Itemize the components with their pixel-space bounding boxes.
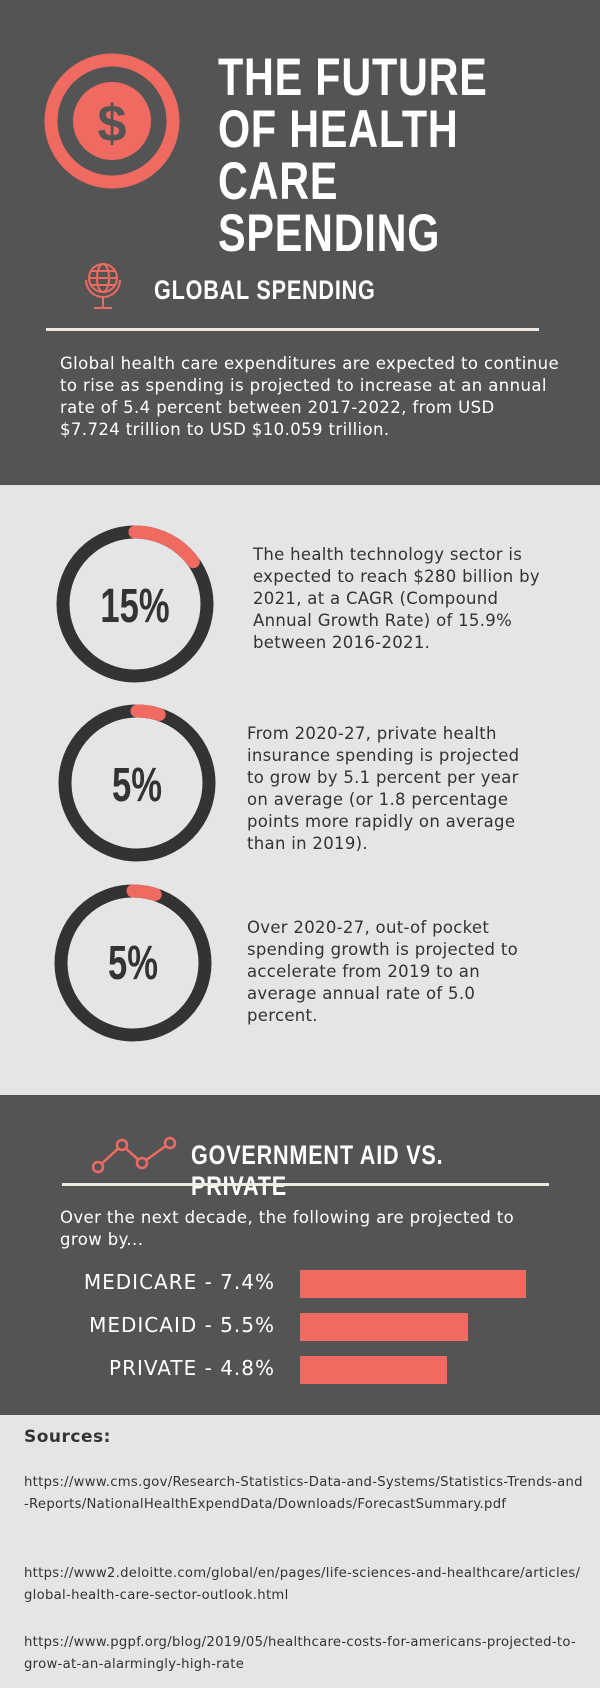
stat-text: Over 2020-27, out-of pocket spending gro…	[247, 918, 518, 1025]
sources-section: Sources: https://www.cms.gov/Research-St…	[0, 1415, 600, 1688]
page-title: THE FUTURE OF HEALTH CARE SPENDING	[218, 48, 488, 263]
bar-label-medicare: MEDICARE - 7.4%	[83, 1270, 275, 1294]
stat-value: 5%	[108, 937, 158, 990]
trend-line-icon	[92, 1136, 177, 1174]
stat-value: 15%	[100, 580, 170, 633]
stats-section: 15% The health technology sector is expe…	[0, 485, 600, 1095]
ring-progress	[54, 884, 212, 1042]
global-spending-text: Global health care expenditures are expe…	[60, 354, 560, 439]
source-link[interactable]: https://www2.deloitte.com/global/en/page…	[24, 1566, 581, 1603]
header-section: $ THE FUTURE OF HEALTH CARE SPENDING GLO…	[0, 0, 600, 485]
stats-rings	[54, 525, 216, 1042]
stat-text: From 2020-27, private health insurance s…	[247, 724, 520, 853]
source-link[interactable]: https://www.pgpf.org/blog/2019/05/health…	[24, 1635, 577, 1672]
stat-text: The health technology sector is expected…	[253, 545, 540, 652]
dollar-icon: $	[44, 53, 180, 189]
government-section: GOVERNMENT AID VS. PRIVATE Over the next…	[0, 1095, 600, 1415]
divider	[62, 1183, 549, 1186]
ring-progress	[56, 525, 214, 683]
sources-title: Sources:	[24, 1427, 111, 1447]
bar-label-medicaid: MEDICAID - 5.5%	[89, 1313, 275, 1337]
ring-progress	[58, 704, 216, 862]
government-heading: GOVERNMENT AID VS. PRIVATE	[191, 1140, 444, 1201]
bar-private	[300, 1356, 447, 1384]
global-spending-heading: GLOBAL SPENDING	[154, 275, 376, 305]
bar-medicaid	[300, 1313, 468, 1341]
divider	[46, 328, 539, 331]
globe-icon	[85, 263, 121, 309]
source-link[interactable]: https://www.cms.gov/Research-Statistics-…	[24, 1475, 583, 1512]
svg-text:$: $	[98, 95, 127, 153]
government-intro: Over the next decade, the following are …	[60, 1208, 515, 1249]
stat-value: 5%	[112, 759, 162, 812]
bar-medicare	[300, 1270, 526, 1298]
bar-label-private: PRIVATE - 4.8%	[109, 1356, 275, 1380]
